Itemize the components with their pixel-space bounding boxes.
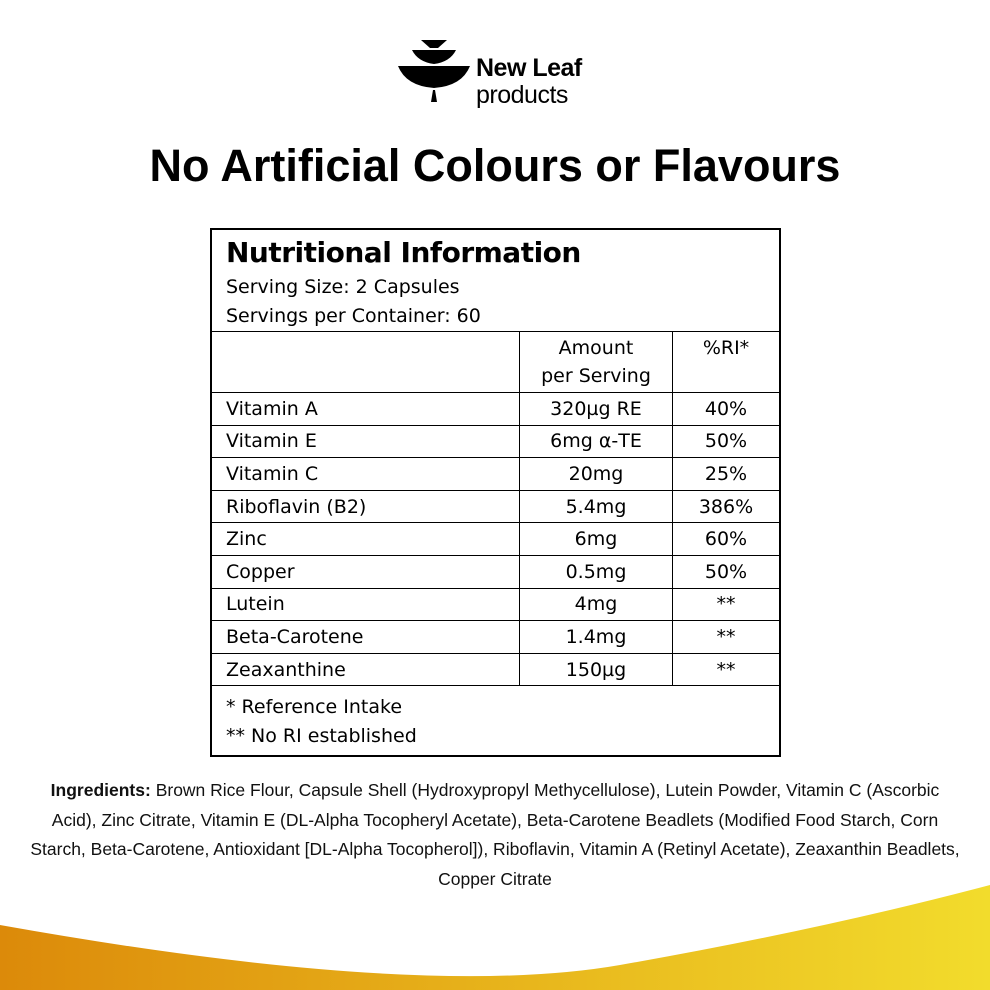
table-row: Vitamin C 20mg 25% xyxy=(212,457,779,491)
nutrient-amount: 320µg RE xyxy=(519,392,673,426)
nutrient-amount: 1.4mg xyxy=(519,620,673,654)
nutrition-table: Nutritional Information Serving Size: 2 … xyxy=(210,228,781,757)
nutrition-title: Nutritional Information xyxy=(226,236,581,269)
nutrient-amount: 150µg xyxy=(519,652,673,687)
table-header-row: Amount per Serving %RI* xyxy=(212,331,779,393)
ingredients-text: Ingredients: Brown Rice Flour, Capsule S… xyxy=(30,776,960,894)
nutrient-amount: 6mg xyxy=(519,522,673,556)
leaf-tree-icon xyxy=(398,40,470,102)
nutrient-amount: 5.4mg xyxy=(519,489,673,524)
table-row: Copper 0.5mg 50% xyxy=(212,554,779,589)
nutrient-ri: ** xyxy=(672,587,779,622)
table-row: Lutein 4mg ** xyxy=(212,587,779,622)
nutrient-amount: 20mg xyxy=(519,457,673,491)
nutrient-ri: 50% xyxy=(672,424,779,459)
nutrient-ri: 40% xyxy=(672,392,779,426)
nutrient-name: Beta-Carotene xyxy=(212,620,520,654)
table-row: Riboflavin (B2) 5.4mg 386% xyxy=(212,489,779,524)
nutrient-name: Riboflavin (B2) xyxy=(212,489,520,524)
nutrient-amount: 4mg xyxy=(519,587,673,622)
servings-per-container: Servings per Container: 60 xyxy=(226,305,481,327)
column-header-nutrient xyxy=(212,331,520,393)
footnote-no-ri: ** No RI established xyxy=(226,725,417,747)
nutrient-ri: ** xyxy=(672,620,779,654)
page-headline: No Artificial Colours or Flavours xyxy=(149,140,841,191)
nutrient-name: Copper xyxy=(212,554,520,589)
nutrient-ri: 50% xyxy=(672,554,779,589)
nutrient-name: Zinc xyxy=(212,522,520,556)
decorative-wave xyxy=(0,885,990,990)
ingredients-label: Ingredients: xyxy=(50,780,151,800)
serving-size: Serving Size: 2 Capsules xyxy=(226,276,460,298)
nutrient-name: Lutein xyxy=(212,587,520,622)
table-row: Beta-Carotene 1.4mg ** xyxy=(212,620,779,654)
brand-logo: New Leaf products xyxy=(398,38,598,110)
table-row: Zinc 6mg 60% xyxy=(212,522,779,556)
table-row: Vitamin A 320µg RE 40% xyxy=(212,392,779,426)
column-header-ri: %RI* xyxy=(672,331,779,393)
nutrient-name: Vitamin E xyxy=(212,424,520,459)
nutrient-ri: 386% xyxy=(672,489,779,524)
nutrient-ri: ** xyxy=(672,652,779,687)
nutrient-amount: 0.5mg xyxy=(519,554,673,589)
nutrient-name: Vitamin A xyxy=(212,392,520,426)
table-row: Vitamin E 6mg α-TE 50% xyxy=(212,424,779,459)
ingredients-list: Brown Rice Flour, Capsule Shell (Hydroxy… xyxy=(30,780,960,889)
nutrient-name: Vitamin C xyxy=(212,457,520,491)
nutrient-name: Zeaxanthine xyxy=(212,652,520,687)
brand-name: New Leaf xyxy=(476,54,582,82)
nutrient-grid: Amount per Serving %RI* Vitamin A 320µg RE… xyxy=(212,331,779,687)
nutrient-ri: 60% xyxy=(672,522,779,556)
footnote-reference-intake: * Reference Intake xyxy=(226,696,403,718)
nutrient-amount: 6mg α-TE xyxy=(519,424,673,459)
nutrient-ri: 25% xyxy=(672,457,779,491)
brand-subname: products xyxy=(476,81,568,109)
table-row: Zeaxanthine 150µg ** xyxy=(212,652,779,687)
column-header-amount: Amount per Serving xyxy=(519,331,673,393)
